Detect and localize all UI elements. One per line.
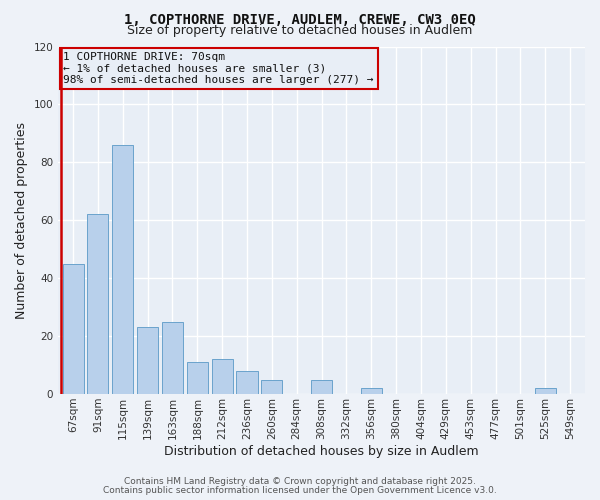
Bar xyxy=(361,388,382,394)
Bar xyxy=(162,322,183,394)
Y-axis label: Number of detached properties: Number of detached properties xyxy=(15,122,28,319)
Bar xyxy=(236,371,257,394)
Bar xyxy=(212,360,233,394)
Bar xyxy=(535,388,556,394)
Text: Contains HM Land Registry data © Crown copyright and database right 2025.: Contains HM Land Registry data © Crown c… xyxy=(124,477,476,486)
Text: Contains public sector information licensed under the Open Government Licence v3: Contains public sector information licen… xyxy=(103,486,497,495)
Text: 1 COPTHORNE DRIVE: 70sqm
← 1% of detached houses are smaller (3)
98% of semi-det: 1 COPTHORNE DRIVE: 70sqm ← 1% of detache… xyxy=(64,52,374,85)
Bar xyxy=(311,380,332,394)
Bar xyxy=(62,264,83,394)
Text: Size of property relative to detached houses in Audlem: Size of property relative to detached ho… xyxy=(127,24,473,37)
Bar xyxy=(88,214,109,394)
Bar xyxy=(137,328,158,394)
Bar xyxy=(262,380,283,394)
Bar xyxy=(112,145,133,394)
Bar xyxy=(187,362,208,394)
X-axis label: Distribution of detached houses by size in Audlem: Distribution of detached houses by size … xyxy=(164,444,479,458)
Text: 1, COPTHORNE DRIVE, AUDLEM, CREWE, CW3 0EQ: 1, COPTHORNE DRIVE, AUDLEM, CREWE, CW3 0… xyxy=(124,12,476,26)
